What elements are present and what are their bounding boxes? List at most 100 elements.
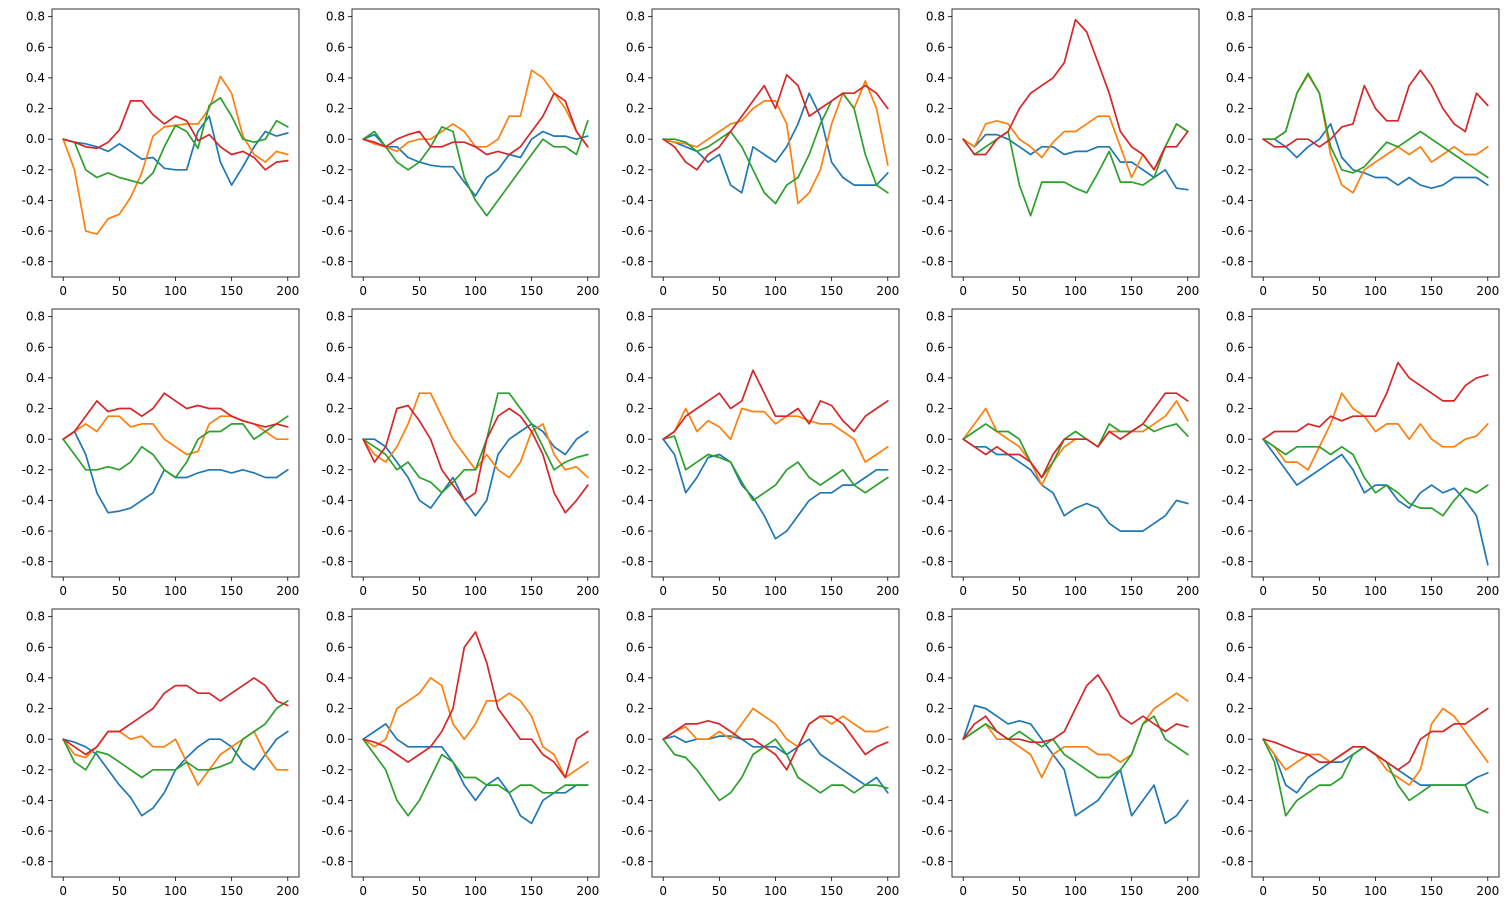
y-tick-label: 0.2 <box>26 402 45 416</box>
subplot-12: -0.8 -0.6 -0.4 -0.2 0.0 0.2 0.4 0.6 0.8 0 50 100 150… <box>322 608 600 898</box>
y-tick-label: 0.8 <box>926 10 945 24</box>
y-tick-label: -0.8 <box>22 555 45 569</box>
y-tick-label: 0.2 <box>26 702 45 716</box>
series-line-4 <box>962 674 1189 744</box>
series-line-1 <box>362 723 589 825</box>
y-tick-label: 0.0 <box>626 732 645 746</box>
y-tick-label: 0.6 <box>326 40 345 54</box>
y-tick-label: 0.0 <box>926 732 945 746</box>
y-tick-label: -0.6 <box>1222 524 1245 538</box>
y-tick-label: 0.4 <box>926 671 945 685</box>
y-tick-label: -0.6 <box>322 224 345 238</box>
y-tick-label: 0.6 <box>26 340 45 354</box>
series-line-2 <box>362 392 589 479</box>
x-tick-label: 200 <box>1476 884 1499 898</box>
subplot-10: -0.8 -0.6 -0.4 -0.2 0.0 0.2 0.4 0.6 0.8 0 50 100 150… <box>1222 308 1500 598</box>
y-tick-label: -0.8 <box>1222 555 1245 569</box>
y-tick-label: -0.8 <box>922 555 945 569</box>
x-tick-label: 50 <box>1012 884 1027 898</box>
y-tick-label: -0.4 <box>622 193 645 207</box>
x-tick-label: 50 <box>1012 284 1027 298</box>
x-tick-label: 150 <box>1120 884 1143 898</box>
x-tick-label: 50 <box>712 284 727 298</box>
y-tick-label: -0.6 <box>22 824 45 838</box>
y-tick-label: -0.2 <box>22 163 45 177</box>
x-tick-label: 100 <box>1364 284 1387 298</box>
y-tick-label: 0.2 <box>626 702 645 716</box>
y-tick-label: -0.8 <box>322 855 345 869</box>
series-line-3 <box>362 738 589 817</box>
y-tick-label: 0.2 <box>326 102 345 116</box>
y-tick-label: 0.4 <box>326 71 345 85</box>
x-tick-label: 0 <box>359 884 367 898</box>
y-tick-label: 0.6 <box>1226 340 1245 354</box>
axes-frame <box>51 308 300 578</box>
series-line-1 <box>662 92 889 194</box>
axes-frame <box>1251 8 1500 278</box>
x-tick-label: 150 <box>220 884 243 898</box>
y-tick-label: 0.8 <box>1226 10 1245 24</box>
subplot-13: -0.8 -0.6 -0.4 -0.2 0.0 0.2 0.4 0.6 0.8 0 50 100 150… <box>622 608 900 898</box>
y-tick-label: -0.6 <box>1222 224 1245 238</box>
y-tick-label: 0.0 <box>26 732 45 746</box>
y-tick-label: 0.8 <box>1226 310 1245 324</box>
series-line-4 <box>962 18 1189 171</box>
y-tick-label: 0.4 <box>26 371 45 385</box>
y-tick-label: 0.0 <box>26 432 45 446</box>
subplot-1: -0.8 -0.6 -0.4 -0.2 0.0 0.2 0.4 0.6 0.8 0 50 100 150… <box>22 8 300 298</box>
x-tick-label: 150 <box>1420 284 1443 298</box>
subplot-7: -0.8 -0.6 -0.4 -0.2 0.0 0.2 0.4 0.6 0.8 0 50 100 150… <box>322 308 600 598</box>
y-tick-label: 0.2 <box>1226 402 1245 416</box>
y-tick-label: 0.8 <box>326 610 345 624</box>
subplot-8: -0.8 -0.6 -0.4 -0.2 0.0 0.2 0.4 0.6 0.8 0 50 100 150… <box>622 308 900 598</box>
series-line-1 <box>62 115 289 186</box>
subplot-11: -0.8 -0.6 -0.4 -0.2 0.0 0.2 0.4 0.6 0.8 0 50 100 150… <box>22 608 300 898</box>
y-tick-label: 0.8 <box>926 310 945 324</box>
series-line-4 <box>662 715 889 771</box>
x-tick-label: 50 <box>112 884 127 898</box>
y-tick-label: -0.6 <box>622 824 645 838</box>
y-tick-label: 0.6 <box>26 40 45 54</box>
x-tick-label: 200 <box>276 884 299 898</box>
y-tick-label: 0.2 <box>626 102 645 116</box>
y-tick-label: 0.8 <box>626 10 645 24</box>
series-line-3 <box>362 119 589 217</box>
x-tick-label: 150 <box>520 884 543 898</box>
x-tick-label: 100 <box>164 284 187 298</box>
y-tick-label: -0.2 <box>22 763 45 777</box>
x-tick-label: 100 <box>1364 584 1387 598</box>
y-tick-label: 0.0 <box>926 132 945 146</box>
y-tick-label: 0.4 <box>1226 671 1245 685</box>
x-tick-label: 100 <box>164 884 187 898</box>
y-tick-label: 0.8 <box>626 310 645 324</box>
x-tick-label: 100 <box>1064 284 1087 298</box>
x-tick-label: 0 <box>59 584 67 598</box>
y-tick-label: -0.4 <box>1222 493 1245 507</box>
x-tick-label: 200 <box>1176 284 1199 298</box>
x-tick-label: 150 <box>1420 584 1443 598</box>
x-tick-label: 150 <box>520 284 543 298</box>
x-tick-label: 50 <box>712 884 727 898</box>
x-tick-label: 100 <box>764 884 787 898</box>
y-tick-label: -0.2 <box>1222 763 1245 777</box>
x-tick-label: 200 <box>576 884 599 898</box>
series-line-4 <box>1262 707 1489 771</box>
series-line-1 <box>962 704 1189 825</box>
y-tick-label: 0.8 <box>626 610 645 624</box>
y-tick-label: -0.4 <box>322 793 345 807</box>
y-tick-label: 0.0 <box>326 432 345 446</box>
series-line-1 <box>662 735 889 794</box>
x-tick-label: 50 <box>112 584 127 598</box>
y-tick-label: 0.6 <box>326 340 345 354</box>
series-line-4 <box>1262 361 1489 441</box>
x-tick-label: 100 <box>764 284 787 298</box>
x-tick-label: 100 <box>464 284 487 298</box>
x-tick-label: 200 <box>876 884 899 898</box>
series-line-2 <box>1262 707 1489 786</box>
x-tick-label: 150 <box>820 584 843 598</box>
series-line-4 <box>62 392 289 441</box>
x-tick-label: 150 <box>1420 884 1443 898</box>
x-tick-label: 100 <box>1064 584 1087 598</box>
y-tick-label: -0.6 <box>1222 824 1245 838</box>
x-tick-label: 200 <box>1176 884 1199 898</box>
